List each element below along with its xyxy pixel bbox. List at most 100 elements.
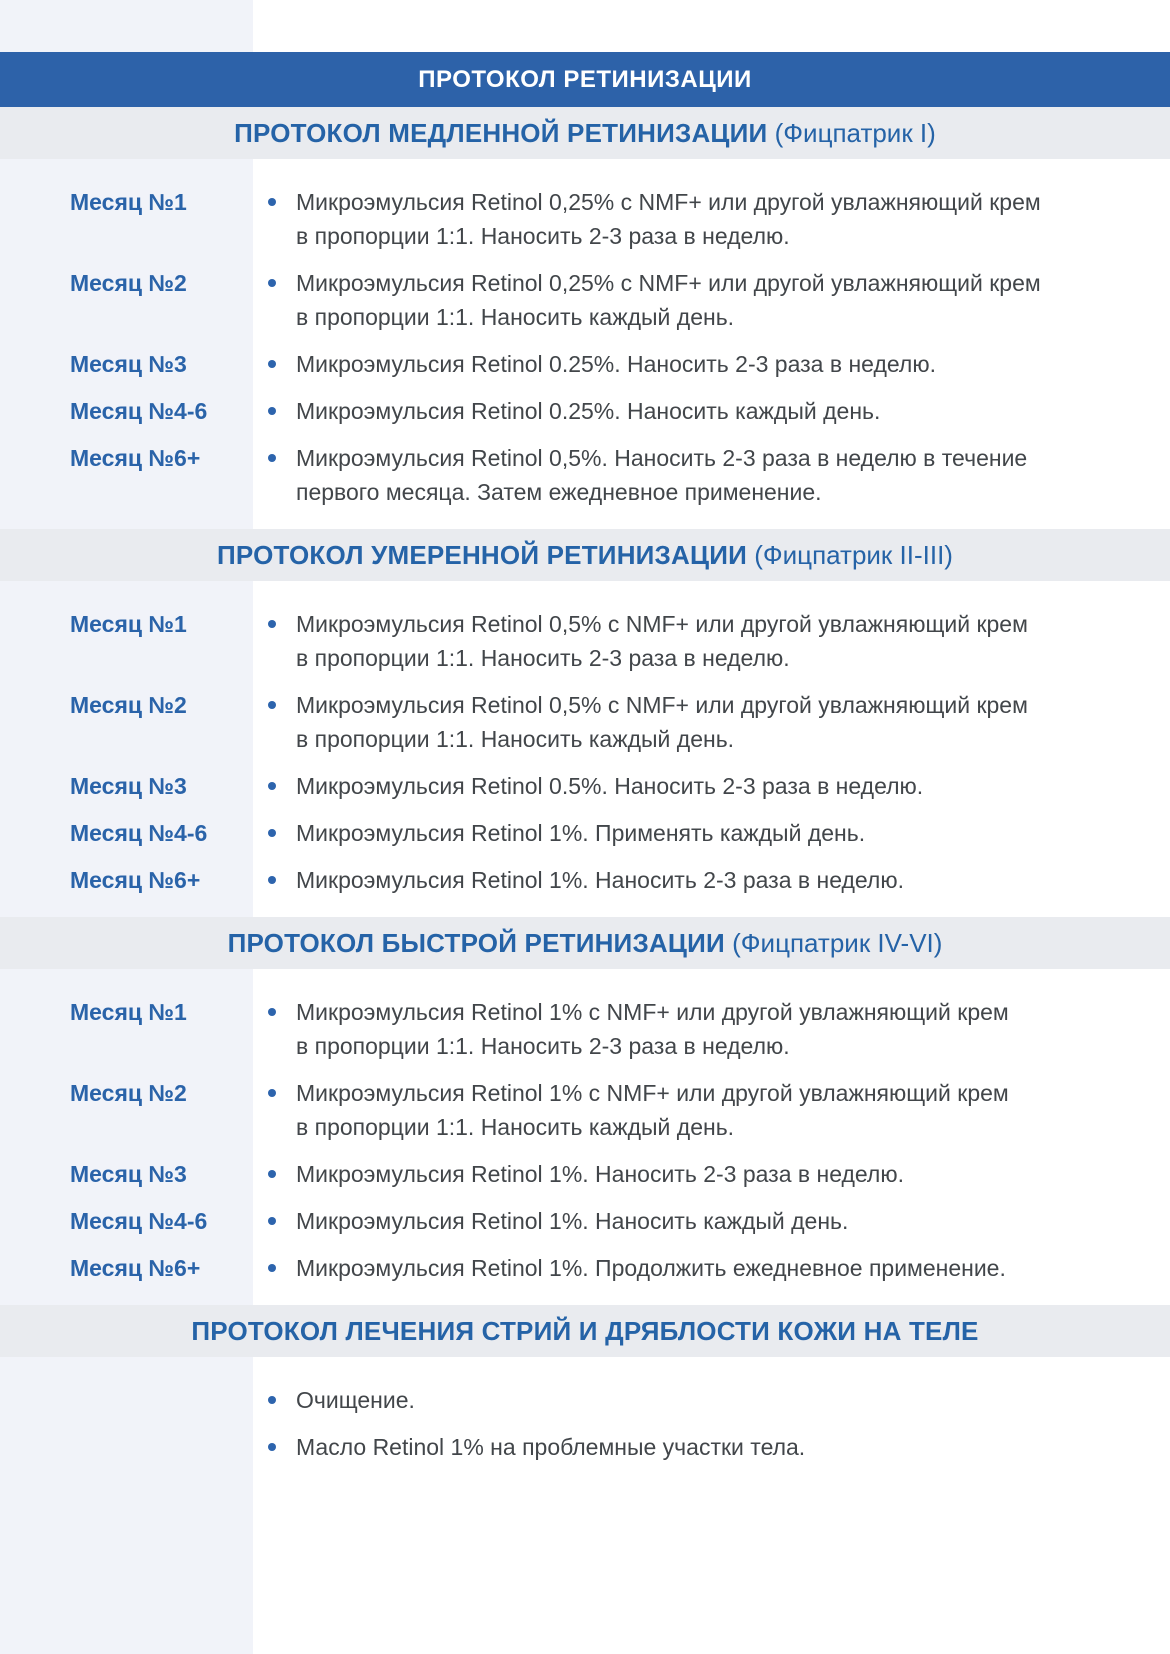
bullet-icon — [268, 1170, 276, 1178]
protocol-row: Месяц №4-6 Микроэмульсия Retinol 1%. При… — [0, 816, 1170, 850]
bullet-item: Микроэмульсия Retinol 0.25%. Наносить 2-… — [253, 347, 936, 381]
bullet-text: Микроэмульсия Retinol 0,25% с NMF+ или д… — [296, 270, 1041, 330]
protocol-row: Месяц №2 Микроэмульсия Retinol 1% с NMF+… — [0, 1076, 1170, 1144]
protocol-row: Месяц №6+ Микроэмульсия Retinol 1%. Нано… — [0, 863, 1170, 897]
bullet-text: Масло Retinol 1% на проблемные участки т… — [296, 1434, 806, 1460]
section-heading-note: (Фицпатрик I) — [767, 117, 936, 148]
month-label: Месяц №6+ — [70, 445, 201, 471]
bullet-item: Микроэмульсия Retinol 0,5%. Наносить 2-3… — [253, 441, 1027, 509]
bullet-icon — [268, 360, 276, 368]
protocol-row: Месяц №2 Микроэмульсия Retinol 0,25% с N… — [0, 266, 1170, 334]
month-label: Месяц №6+ — [70, 1255, 201, 1281]
bullet-icon — [268, 620, 276, 628]
bullet-text: Микроэмульсия Retinol 1%. Наносить кажды… — [296, 1208, 849, 1234]
bullet-icon — [268, 1396, 276, 1404]
bullet-text: Микроэмульсия Retinol 0,25% с NMF+ или д… — [296, 189, 1041, 249]
sections: ПРОТОКОЛ МЕДЛЕННОЙ РЕТИНИЗАЦИИ (Фицпатри… — [0, 107, 1170, 1484]
section-heading-band: ПРОТОКОЛ ЛЕЧЕНИЯ СТРИЙ И ДРЯБЛОСТИ КОЖИ … — [0, 1305, 1170, 1357]
bullet-icon — [268, 279, 276, 287]
section-heading: ПРОТОКОЛ БЫСТРОЙ РЕТИНИЗАЦИИ — [227, 927, 725, 958]
section-heading-note: (Фицпатрик IV-VI) — [724, 927, 943, 958]
bullet-item: Масло Retinol 1% на проблемные участки т… — [253, 1430, 805, 1464]
bullet-item: Микроэмульсия Retinol 0.5%. Наносить 2-3… — [253, 769, 923, 803]
section-heading-band: ПРОТОКОЛ БЫСТРОЙ РЕТИНИЗАЦИИ (Фицпатрик … — [0, 917, 1170, 969]
document-title: ПРОТОКОЛ РЕТИНИЗАЦИИ — [418, 65, 752, 93]
bullet-icon — [268, 407, 276, 415]
bullet-icon — [268, 829, 276, 837]
protocol-row: Очищение. — [0, 1383, 1170, 1417]
bullet-item: Микроэмульсия Retinol 1%. Наносить кажды… — [253, 1204, 848, 1238]
bullet-item: Микроэмульсия Retinol 0,25% с NMF+ или д… — [253, 266, 1041, 334]
section-rows: Очищение. Масло Retinol 1% на проблемные… — [0, 1357, 1170, 1484]
protocol-row: Месяц №1 Микроэмульсия Retinol 1% с NMF+… — [0, 995, 1170, 1063]
bullet-item: Микроэмульсия Retinol 1%. Применять кажд… — [253, 816, 865, 850]
section-heading-note: (Фицпатрик II-III) — [747, 539, 953, 570]
month-label: Месяц №2 — [70, 1080, 187, 1106]
section-rows: Месяц №1 Микроэмульсия Retinol 0,25% с N… — [0, 159, 1170, 529]
month-label: Месяц №4-6 — [70, 1208, 208, 1234]
bullet-item: Микроэмульсия Retinol 1% с NMF+ или друг… — [253, 995, 1009, 1063]
month-label: Месяц №1 — [70, 189, 187, 215]
bullet-text: Микроэмульсия Retinol 0,5%. Наносить 2-3… — [296, 445, 1028, 505]
bullet-item: Очищение. — [253, 1383, 415, 1417]
protocol-row: Месяц №3 Микроэмульсия Retinol 0.5%. Нан… — [0, 769, 1170, 803]
month-label: Месяц №6+ — [70, 867, 201, 893]
bullet-text: Очищение. — [296, 1387, 415, 1413]
protocol-row: Месяц №4-6 Микроэмульсия Retinol 0.25%. … — [0, 394, 1170, 428]
bullet-icon — [268, 198, 276, 206]
bullet-item: Микроэмульсия Retinol 1% с NMF+ или друг… — [253, 1076, 1009, 1144]
month-label: Месяц №1 — [70, 611, 187, 637]
section-heading-band: ПРОТОКОЛ УМЕРЕННОЙ РЕТИНИЗАЦИИ (Фицпатри… — [0, 529, 1170, 581]
bullet-item: Микроэмульсия Retinol 0.25%. Наносить ка… — [253, 394, 880, 428]
bullet-text: Микроэмульсия Retinol 1%. Продолжить еже… — [296, 1255, 1006, 1281]
bullet-icon — [268, 1443, 276, 1451]
bullet-text: Микроэмульсия Retinol 1%. Наносить 2-3 р… — [296, 867, 904, 893]
document-content: ПРОТОКОЛ РЕТИНИЗАЦИИ ПРОТОКОЛ МЕДЛЕННОЙ … — [0, 0, 1170, 1484]
protocol-row: Месяц №1 Микроэмульсия Retinol 0,25% с N… — [0, 185, 1170, 253]
bullet-text: Микроэмульсия Retinol 1% с NMF+ или друг… — [296, 1080, 1009, 1140]
bullet-item: Микроэмульсия Retinol 0,5% с NMF+ или др… — [253, 688, 1028, 756]
bullet-text: Микроэмульсия Retinol 0.25%. Наносить 2-… — [296, 351, 936, 377]
bullet-text: Микроэмульсия Retinol 0.25%. Наносить ка… — [296, 398, 881, 424]
protocol-section: ПРОТОКОЛ УМЕРЕННОЙ РЕТИНИЗАЦИИ (Фицпатри… — [0, 529, 1170, 917]
bullet-item: Микроэмульсия Retinol 0,25% с NMF+ или д… — [253, 185, 1041, 253]
document-title-bar: ПРОТОКОЛ РЕТИНИЗАЦИИ — [0, 52, 1170, 107]
protocol-row: Месяц №4-6 Микроэмульсия Retinol 1%. Нан… — [0, 1204, 1170, 1238]
protocol-row: Месяц №3 Микроэмульсия Retinol 0.25%. На… — [0, 347, 1170, 381]
month-label: Месяц №2 — [70, 692, 187, 718]
bullet-text: Микроэмульсия Retinol 1%. Применять кажд… — [296, 820, 866, 846]
section-heading: ПРОТОКОЛ ЛЕЧЕНИЯ СТРИЙ И ДРЯБЛОСТИ КОЖИ … — [191, 1315, 979, 1346]
bullet-icon — [268, 782, 276, 790]
top-margin-spacer — [0, 0, 1170, 52]
bullet-text: Микроэмульсия Retinol 1% с NMF+ или друг… — [296, 999, 1009, 1059]
bullet-item: Микроэмульсия Retinol 1%. Продолжить еже… — [253, 1251, 1006, 1285]
bullet-item: Микроэмульсия Retinol 0,5% с NMF+ или др… — [253, 607, 1028, 675]
protocol-row: Масло Retinol 1% на проблемные участки т… — [0, 1430, 1170, 1464]
section-heading: ПРОТОКОЛ УМЕРЕННОЙ РЕТИНИЗАЦИИ — [217, 539, 747, 570]
bullet-icon — [268, 701, 276, 709]
protocol-row: Месяц №6+ Микроэмульсия Retinol 0,5%. На… — [0, 441, 1170, 509]
bullet-text: Микроэмульсия Retinol 0,5% с NMF+ или др… — [296, 692, 1028, 752]
bullet-icon — [268, 1008, 276, 1016]
protocol-row: Месяц №1 Микроэмульсия Retinol 0,5% с NM… — [0, 607, 1170, 675]
section-heading-band: ПРОТОКОЛ МЕДЛЕННОЙ РЕТИНИЗАЦИИ (Фицпатри… — [0, 107, 1170, 159]
bullet-text: Микроэмульсия Retinol 0,5% с NMF+ или др… — [296, 611, 1028, 671]
month-label: Месяц №4-6 — [70, 820, 208, 846]
month-label: Месяц №3 — [70, 1161, 187, 1187]
bullet-text: Микроэмульсия Retinol 1%. Наносить 2-3 р… — [296, 1161, 904, 1187]
section-heading: ПРОТОКОЛ МЕДЛЕННОЙ РЕТИНИЗАЦИИ — [234, 117, 768, 148]
section-rows: Месяц №1 Микроэмульсия Retinol 0,5% с NM… — [0, 581, 1170, 917]
month-label: Месяц №4-6 — [70, 398, 208, 424]
bullet-icon — [268, 1089, 276, 1097]
month-label: Месяц №2 — [70, 270, 187, 296]
bullet-icon — [268, 1217, 276, 1225]
month-label: Месяц №3 — [70, 351, 187, 377]
protocol-row: Месяц №3 Микроэмульсия Retinol 1%. Нанос… — [0, 1157, 1170, 1191]
protocol-section: ПРОТОКОЛ БЫСТРОЙ РЕТИНИЗАЦИИ (Фицпатрик … — [0, 917, 1170, 1305]
bullet-icon — [268, 876, 276, 884]
bullet-icon — [268, 1264, 276, 1272]
protocol-row: Месяц №2 Микроэмульсия Retinol 0,5% с NM… — [0, 688, 1170, 756]
bullet-text: Микроэмульсия Retinol 0.5%. Наносить 2-3… — [296, 773, 924, 799]
month-label: Месяц №1 — [70, 999, 187, 1025]
